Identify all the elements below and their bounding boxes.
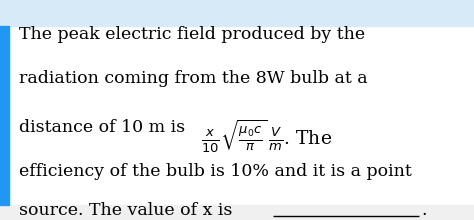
Text: The peak electric field produced by the: The peak electric field produced by the bbox=[19, 26, 365, 43]
Text: distance of 10 m is: distance of 10 m is bbox=[19, 119, 191, 136]
Text: efficiency of the bulb is 10% and it is a point: efficiency of the bulb is 10% and it is … bbox=[19, 163, 412, 180]
Text: $\frac{x}{10}\sqrt{\frac{\mu_0 c}{\pi}}\,\frac{V}{m}$. The: $\frac{x}{10}\sqrt{\frac{\mu_0 c}{\pi}}\… bbox=[201, 118, 333, 155]
Text: radiation coming from the 8W bulb at a: radiation coming from the 8W bulb at a bbox=[19, 70, 367, 87]
Text: source. The value of x is: source. The value of x is bbox=[19, 202, 232, 219]
Text: .: . bbox=[422, 202, 428, 219]
